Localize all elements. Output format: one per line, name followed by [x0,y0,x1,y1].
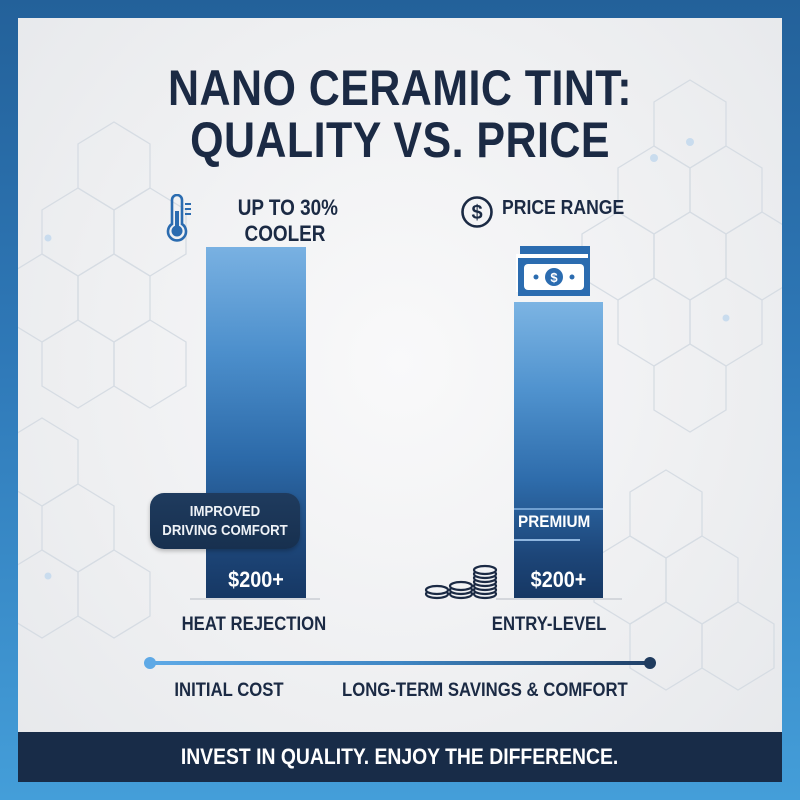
timeline-start-dot [144,657,156,669]
price-range-annotation: PRICE RANGE [502,197,625,219]
cooler-annotation-line-2: COOLER [244,221,326,246]
title-line-2: QUALITY VS. PRICE [190,112,610,168]
hexagon-pattern-background [18,79,782,691]
footer-banner: INVEST IN QUALITY. ENJOY THE DIFFERENCE. [18,732,782,782]
premium-label: PREMIUM [518,512,591,531]
left-bar-value: $200+ [228,567,284,592]
footer-tagline: INVEST IN QUALITY. ENJOY THE DIFFERENCE. [181,744,619,769]
entry-level-label: ENTRY-LEVEL [491,614,607,635]
heat-rejection-label: HEAT REJECTION [181,614,327,635]
premium-underline [514,539,580,541]
svg-text:$: $ [550,270,558,285]
left-baseline [190,598,320,600]
cooler-annotation-line-1: UP TO 30% [237,195,338,220]
coin-stacks-icon [424,564,498,600]
cash-stack-icon: $ [516,246,590,296]
cost-timeline [150,661,650,665]
initial-cost-label: INITIAL COST [174,680,284,701]
price-bar [514,302,603,599]
long-term-savings-label: LONG-TERM SAVINGS & COMFORT [342,680,628,701]
driving-comfort-callout: IMPROVED DRIVING COMFORT [150,493,300,549]
dollar-circle-icon: $ [461,196,493,228]
premium-band [514,508,603,538]
title-line-1: NANO CERAMIC TINT: [168,60,632,116]
thermometer-icon [166,194,191,242]
right-baseline [496,598,622,600]
page-title: NANO CERAMIC TINT: QUALITY VS. PRICE [71,62,728,166]
timeline-end-dot [644,657,656,669]
svg-text:$: $ [471,202,482,224]
infographic-panel: NANO CERAMIC TINT: QUALITY VS. PRICE UP … [18,18,782,782]
callout-line-2: DRIVING COMFORT [162,522,288,539]
right-bar-value: $200+ [530,567,587,592]
cooler-annotation: UP TO 30% COOLER [237,195,338,247]
callout-line-1: IMPROVED [189,503,261,520]
